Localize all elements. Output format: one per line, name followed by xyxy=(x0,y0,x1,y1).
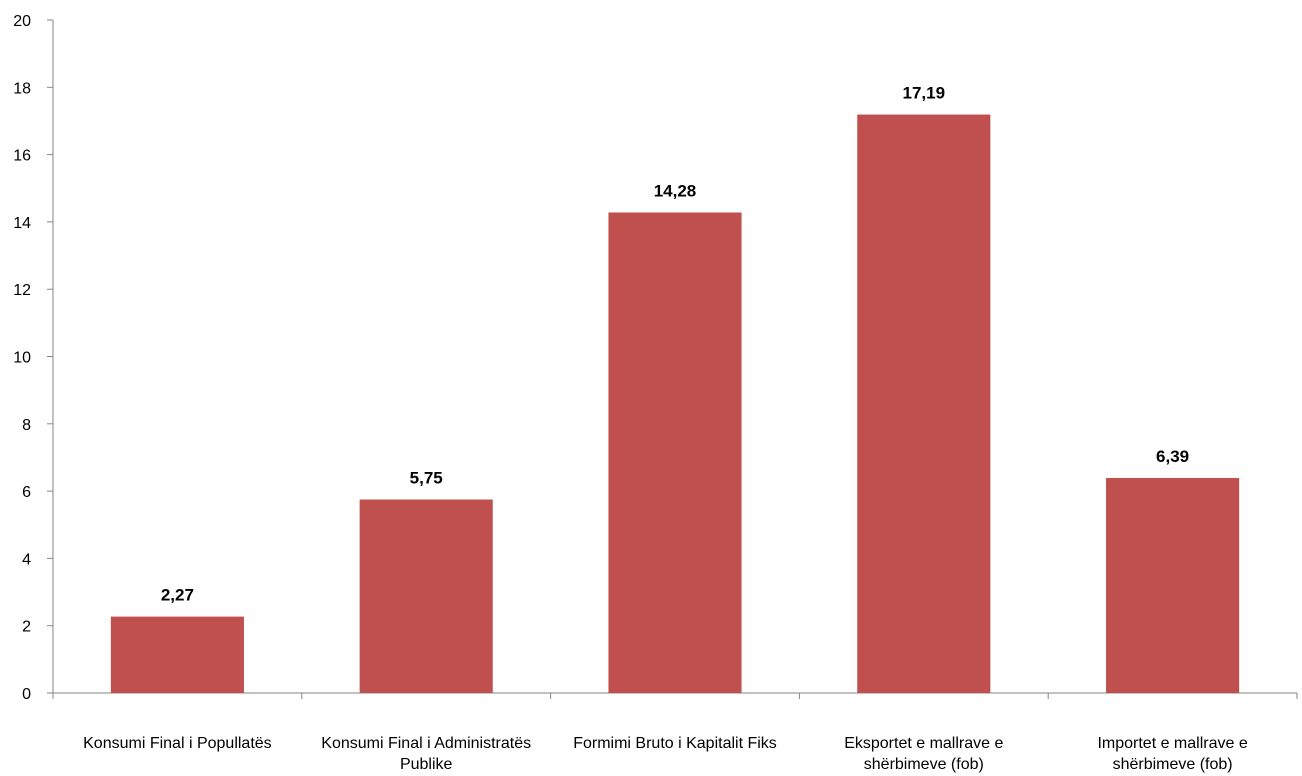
x-axis: Konsumi Final i Popullatës Konsumi Final … xyxy=(52,692,1298,773)
y-tick-label: 14 xyxy=(13,215,31,232)
bar xyxy=(110,616,244,693)
y-tick-label: 20 xyxy=(13,13,31,30)
bar xyxy=(857,114,991,693)
y-tick-label: 0 xyxy=(22,686,31,703)
bar xyxy=(359,499,493,693)
y-tick-label: 10 xyxy=(13,350,31,367)
y-tick-label: 2 xyxy=(22,619,31,636)
y-tick-label: 4 xyxy=(22,551,31,568)
data-label: 14,28 xyxy=(654,181,697,200)
x-tick-label-line: Eksportet e mallrave e xyxy=(844,735,1003,752)
x-tick-label: Konsumi Final i Popullatës xyxy=(83,735,272,752)
x-tick-label-line: Importet e mallrave e xyxy=(1097,735,1247,752)
x-tick-label-line: Konsumi Final i Administratës xyxy=(321,735,531,752)
data-label: 17,19 xyxy=(903,84,946,103)
x-tick-label: Konsumi Final i Administratës Publike xyxy=(321,735,531,773)
data-label: 6,39 xyxy=(1156,447,1189,466)
bar xyxy=(608,212,742,693)
x-tick-label: Eksportet e mallrave e shërbimeve (fob) xyxy=(844,735,1003,773)
x-tick-label-line: shërbimeve (fob) xyxy=(1113,756,1233,773)
x-tick-label-line: Konsumi Final i Popullatës xyxy=(83,735,272,752)
x-tick-label: Formimi Bruto i Kapitalit Fiks xyxy=(573,735,777,752)
y-tick-label: 8 xyxy=(22,417,31,434)
data-label: 2,27 xyxy=(161,586,194,605)
y-axis: 0 2 4 6 8 10 12 14 16 18 20 xyxy=(13,13,54,703)
y-tick-label: 18 xyxy=(13,80,31,97)
x-tick-label-line: shërbimeve (fob) xyxy=(864,756,984,773)
bar xyxy=(1106,477,1240,693)
bars xyxy=(110,114,1240,693)
x-tick-label-line: Publike xyxy=(400,756,453,773)
y-tick-label: 6 xyxy=(22,484,31,501)
x-tick-label: Importet e mallrave e shërbimeve (fob) xyxy=(1097,735,1247,773)
y-tick-label: 12 xyxy=(13,282,31,299)
x-tick-label-line: Formimi Bruto i Kapitalit Fiks xyxy=(573,735,777,752)
y-tick-label: 16 xyxy=(13,148,31,165)
data-label: 5,75 xyxy=(410,469,443,488)
data-labels: 2,27 5,75 14,28 17,19 6,39 xyxy=(161,84,1189,605)
